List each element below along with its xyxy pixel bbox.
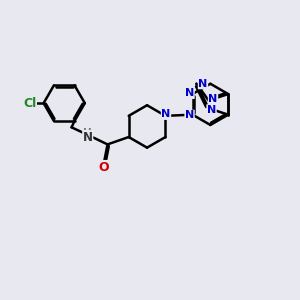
Text: N: N bbox=[161, 110, 171, 119]
Text: N: N bbox=[185, 88, 194, 98]
Text: N: N bbox=[83, 130, 93, 143]
Text: N: N bbox=[207, 105, 216, 115]
Text: Cl: Cl bbox=[23, 97, 36, 110]
Text: N: N bbox=[208, 94, 218, 104]
Text: H: H bbox=[83, 128, 92, 138]
Text: N: N bbox=[198, 79, 208, 89]
Text: N: N bbox=[185, 110, 194, 120]
Text: O: O bbox=[99, 160, 109, 174]
